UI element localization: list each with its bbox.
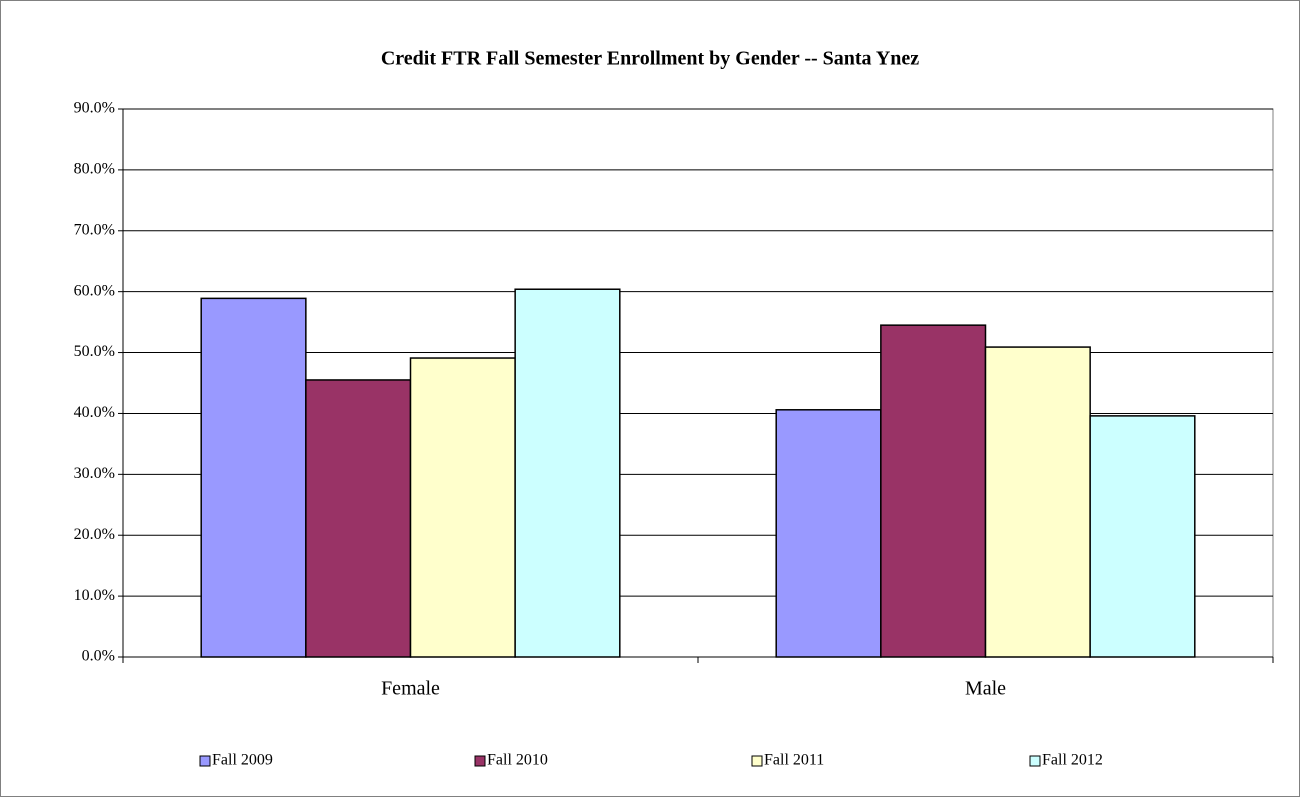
y-tick-label: 90.0% (74, 100, 115, 117)
bar (409, 357, 516, 658)
y-tick-label: 10.0% (74, 587, 115, 604)
bar (775, 409, 882, 658)
x-tick-label: Male (965, 678, 1006, 700)
legend-swatch (474, 755, 486, 767)
legend-swatch (751, 755, 763, 767)
y-tick-label: 30.0% (74, 465, 115, 482)
legend-swatch (199, 755, 211, 767)
y-tick-label: 60.0% (74, 282, 115, 299)
y-tick-label: 40.0% (74, 404, 115, 421)
y-tick-label: 0.0% (82, 648, 115, 665)
legend-label: Fall 2011 (764, 752, 824, 769)
bar (880, 324, 987, 658)
chart-title: Credit FTR Fall Semester Enrollment by G… (381, 48, 919, 70)
y-tick-label: 20.0% (74, 526, 115, 543)
bar (1089, 415, 1196, 658)
y-tick-label: 70.0% (74, 221, 115, 238)
x-tick-label: Female (381, 678, 440, 700)
bar (305, 379, 412, 658)
bar (514, 288, 621, 658)
legend-swatch (1029, 755, 1041, 767)
legend-label: Fall 2010 (487, 752, 548, 769)
y-tick-label: 50.0% (74, 343, 115, 360)
bar (984, 346, 1091, 658)
bar (200, 297, 307, 658)
legend-label: Fall 2012 (1042, 752, 1103, 769)
legend-label: Fall 2009 (212, 752, 273, 769)
y-tick-label: 80.0% (74, 161, 115, 178)
